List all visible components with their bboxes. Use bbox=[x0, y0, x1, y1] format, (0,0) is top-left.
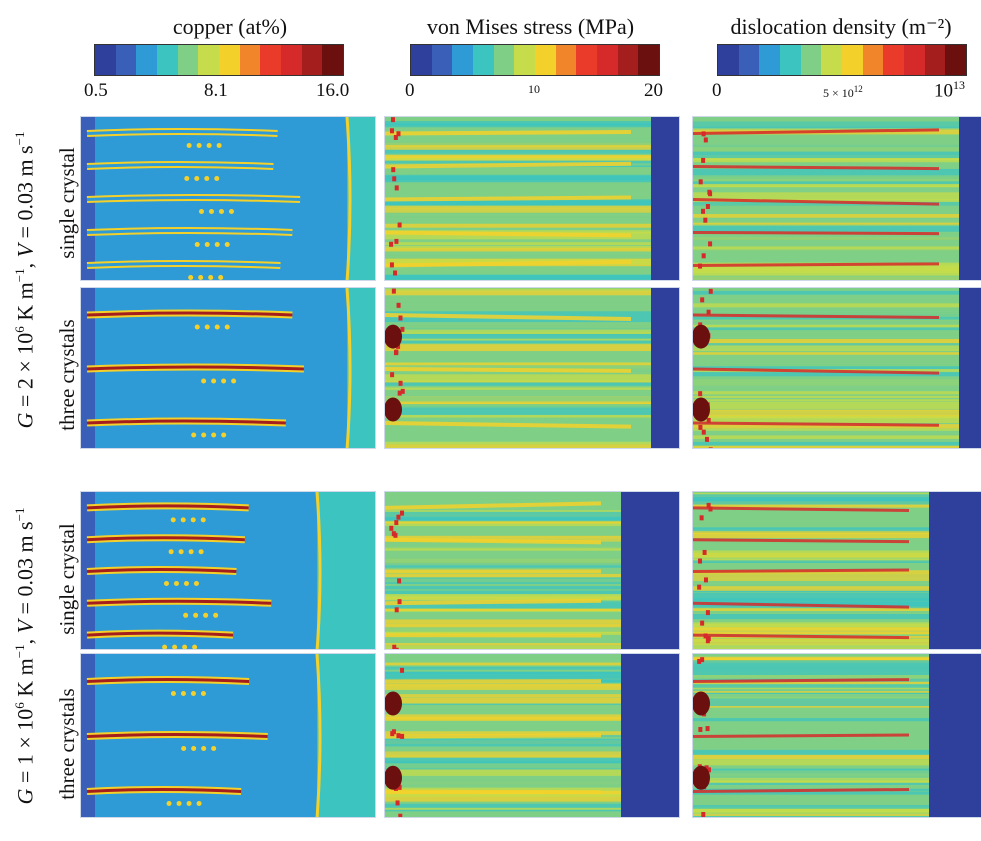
colorbar-swatch bbox=[842, 45, 863, 75]
colorbar-swatch bbox=[883, 45, 905, 75]
colorbar-swatch bbox=[115, 45, 137, 75]
copper-field-icon bbox=[80, 116, 376, 281]
colorbar-swatch bbox=[239, 45, 261, 75]
colorbar-swatch bbox=[452, 45, 474, 75]
dislocation-colorbar-title: dislocation density (m⁻²) bbox=[730, 14, 952, 39]
dislocation-tick-max-exp: 13 bbox=[953, 78, 965, 92]
cond1-exp3: −1 bbox=[12, 131, 27, 146]
colorbar-swatch bbox=[862, 45, 884, 75]
colorbar-swatch bbox=[638, 45, 660, 75]
condition-label-g1: G = 1 × 106 K m−1, V = 0.03 m s−1 bbox=[12, 507, 38, 805]
cond2-G: G bbox=[12, 788, 38, 805]
colorbar-swatch bbox=[411, 45, 432, 75]
stress-tick-min: 0 bbox=[405, 80, 415, 101]
cond2-eq1: = 1 × 10 bbox=[12, 708, 38, 789]
colorbar-swatch bbox=[177, 45, 199, 75]
cond1-exp1: 6 bbox=[12, 326, 27, 333]
cond1-G: G bbox=[12, 412, 38, 429]
cond1-eq1: = 2 × 10 bbox=[12, 332, 38, 413]
stress-field-icon bbox=[384, 287, 680, 449]
dislocation-tick-max: 1013 bbox=[934, 78, 965, 102]
stress-field-icon bbox=[384, 491, 680, 650]
colorbar-swatch bbox=[260, 45, 282, 75]
row-label-2: three crystals bbox=[55, 319, 79, 431]
condition-label-g2: G = 2 × 106 K m−1, V = 0.03 m s−1 bbox=[12, 131, 38, 429]
copper-colorbar-title: copper (at%) bbox=[172, 14, 288, 39]
dislocation-tick-max-base: 10 bbox=[934, 80, 953, 102]
colorbar-swatch bbox=[780, 45, 801, 75]
copper-tick-max: 16.0 bbox=[316, 80, 350, 101]
colorbar-swatch bbox=[718, 45, 739, 75]
dislocation-field-icon bbox=[692, 491, 981, 650]
copper-colorbar bbox=[94, 44, 344, 76]
dislocation-tick-min: 0 bbox=[712, 80, 722, 101]
colorbar-swatch bbox=[555, 45, 577, 75]
colorbar-swatch bbox=[281, 45, 302, 75]
colorbar-swatch bbox=[535, 45, 556, 75]
copper-tick-min: 0.5 bbox=[84, 80, 108, 101]
colorbar-swatch bbox=[759, 45, 781, 75]
stress-field-icon bbox=[384, 116, 680, 281]
cond2-V: V bbox=[12, 619, 38, 634]
colorbar-swatch bbox=[597, 45, 618, 75]
copper-field-icon bbox=[80, 287, 376, 449]
cond2-exp3: −1 bbox=[12, 507, 27, 522]
dislocation-field-icon bbox=[692, 653, 981, 818]
colorbar-swatch bbox=[617, 45, 639, 75]
colorbar-swatch bbox=[431, 45, 453, 75]
stress-colorbar bbox=[410, 44, 660, 76]
colorbar-swatch bbox=[514, 45, 536, 75]
row-label-3: single crystal bbox=[55, 523, 79, 635]
colorbar-swatch bbox=[301, 45, 323, 75]
cond1-V: V bbox=[12, 243, 38, 258]
dislocation-field-icon bbox=[692, 287, 981, 449]
colorbar-swatch bbox=[493, 45, 515, 75]
dislocation-field-icon bbox=[692, 116, 981, 281]
cond2-eq2: = 0.03 m s bbox=[12, 521, 38, 620]
cond2-exp1: 6 bbox=[12, 702, 27, 709]
colorbar-swatch bbox=[219, 45, 240, 75]
colorbar-swatch bbox=[157, 45, 178, 75]
stress-tick-mid: 10 bbox=[528, 82, 540, 96]
colorbar-swatch bbox=[136, 45, 158, 75]
copper-field-icon bbox=[80, 653, 376, 818]
dislocation-tick-mid-base: 5 × 10 bbox=[823, 86, 854, 100]
colorbar-swatch bbox=[322, 45, 344, 75]
colorbar-swatch bbox=[738, 45, 760, 75]
cond2-unit1: K m bbox=[12, 658, 38, 703]
cond1-unit1: K m bbox=[12, 282, 38, 327]
colorbar-swatch bbox=[904, 45, 925, 75]
copper-field-icon bbox=[80, 491, 376, 650]
row-label-1: single crystal bbox=[55, 147, 79, 259]
colorbar-swatch bbox=[924, 45, 946, 75]
row-label-4: three crystals bbox=[55, 688, 79, 800]
stress-tick-max: 20 bbox=[644, 80, 663, 101]
dislocation-colorbar bbox=[717, 44, 967, 76]
stress-field-icon bbox=[384, 653, 680, 818]
colorbar-swatch bbox=[473, 45, 494, 75]
colorbar-swatch bbox=[821, 45, 843, 75]
colorbar-swatch bbox=[800, 45, 822, 75]
dislocation-tick-mid-exp: 12 bbox=[853, 84, 863, 94]
colorbar-swatch bbox=[945, 45, 967, 75]
cond1-eq2: = 0.03 m s bbox=[12, 145, 38, 244]
cond1-exp2: −1 bbox=[12, 268, 27, 283]
copper-tick-mid: 8.1 bbox=[204, 80, 228, 101]
colorbar-swatch bbox=[576, 45, 598, 75]
stress-colorbar-title: von Mises stress (MPa) bbox=[426, 14, 635, 39]
colorbar-swatch bbox=[95, 45, 116, 75]
cond2-exp2: −1 bbox=[12, 644, 27, 659]
dislocation-tick-mid: 5 × 1012 bbox=[823, 84, 863, 101]
colorbar-swatch bbox=[198, 45, 220, 75]
